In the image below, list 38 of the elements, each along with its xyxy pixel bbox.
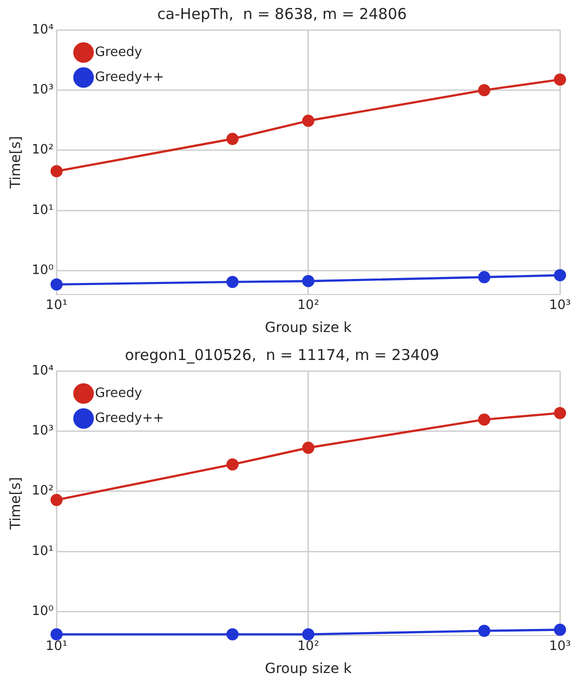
x-axis-title: Group size k — [264, 661, 353, 678]
x-tick-label: 10¹ — [46, 638, 68, 654]
y-tick-label: 10² — [32, 142, 54, 158]
x-axis-title: Group size k — [264, 320, 353, 336]
legend-label: Greedy++ — [95, 410, 164, 426]
point — [302, 114, 314, 127]
legend-label: Greedy — [95, 386, 142, 401]
y-axis-title: Time[s] — [8, 136, 24, 190]
point — [554, 73, 566, 86]
point — [302, 628, 314, 640]
chart-title: oregon1_010526, n = 11174, m = 23409 — [124, 346, 440, 364]
x-tick-label: 10³ — [549, 638, 571, 654]
point — [302, 275, 314, 288]
point — [50, 628, 63, 640]
point — [554, 624, 566, 636]
x-tick-label: 10² — [297, 638, 320, 654]
y-axis-title: Time[s] — [8, 477, 24, 531]
x-tick-label: 10¹ — [46, 298, 68, 313]
y-tick-label: 10³ — [32, 424, 54, 439]
legend-label: Greedy — [95, 44, 142, 60]
y-tick-label: 10¹ — [32, 202, 54, 218]
y-tick-label: 10⁴ — [32, 22, 54, 38]
y-tick-label: 10¹ — [32, 544, 54, 559]
point — [554, 406, 566, 420]
chart-title: ca-HepTh, n = 8638, m = 24806 — [157, 4, 407, 23]
y-tick-label: 10³ — [32, 82, 54, 98]
legend-label: Greedy++ — [95, 70, 164, 85]
y-tick-label: 10² — [32, 484, 54, 499]
x-tick-label: 10² — [297, 298, 320, 313]
y-tick-label: 10⁴ — [32, 363, 54, 378]
y-tick-label: 10⁰ — [32, 263, 54, 278]
point — [50, 494, 63, 506]
point — [50, 278, 63, 291]
point — [50, 165, 63, 178]
y-tick-label: 10⁰ — [32, 604, 54, 620]
point — [302, 442, 314, 454]
x-tick-label: 10³ — [549, 298, 571, 313]
point — [554, 269, 566, 282]
